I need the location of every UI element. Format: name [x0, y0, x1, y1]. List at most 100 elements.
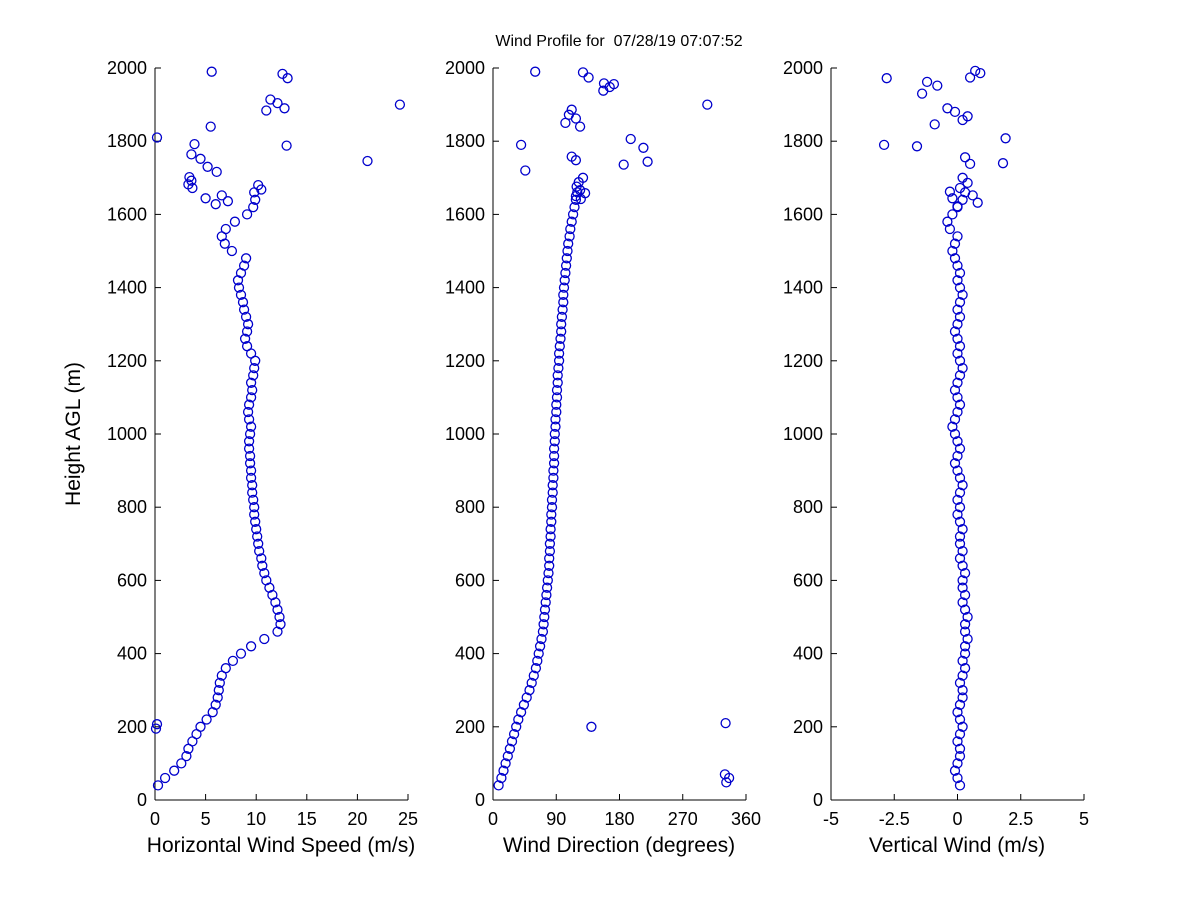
data-point	[954, 311, 966, 323]
data-point	[220, 223, 231, 235]
data-point	[949, 238, 961, 249]
data-point	[1000, 133, 1011, 144]
data-point	[947, 193, 958, 204]
panel-wind-direction: 0 200 400 600 800 1000 1200 1400 1600 1800 2000 0 90…	[445, 58, 761, 829]
x-tick-label: 5	[201, 809, 211, 829]
data-point	[557, 304, 568, 315]
data-point	[949, 253, 961, 264]
data-point	[959, 626, 971, 637]
data-point	[952, 392, 963, 403]
y-tick-label: 1000	[445, 424, 485, 444]
x-tick-label: 270	[668, 809, 698, 829]
data-point	[210, 199, 221, 210]
figure-title: Wind Profile for 07/28/19 07:07:52	[495, 33, 743, 50]
data-point	[245, 641, 257, 652]
data-point	[152, 780, 164, 791]
data-point	[248, 494, 259, 506]
data-point	[394, 99, 406, 110]
panel-horizontal-wind-speed: 0 200 400 600 800 1000 1200 1400 1600 1800 2000 0 5 1…	[107, 58, 418, 829]
data-point	[959, 567, 971, 579]
data-point	[251, 524, 262, 535]
data-point	[544, 538, 556, 549]
data-point	[957, 655, 968, 667]
x-tick-label: 90	[546, 809, 566, 829]
data-point	[957, 560, 968, 571]
data-point	[238, 260, 250, 271]
data-point	[959, 152, 971, 163]
data-point	[964, 72, 976, 83]
y-tick-label: 200	[117, 717, 147, 737]
data-point	[496, 772, 507, 784]
data-point	[558, 297, 569, 308]
y-tick-label: 0	[813, 790, 823, 810]
data-point	[553, 355, 565, 366]
data-point	[957, 721, 968, 732]
y-tick-label: 1200	[445, 351, 485, 371]
data-point	[546, 494, 558, 506]
y-tick-label: 200	[793, 717, 823, 737]
data-point	[970, 65, 981, 77]
data-point	[249, 502, 260, 513]
data-point	[954, 502, 966, 513]
data-point	[249, 509, 260, 520]
data-point	[959, 648, 971, 659]
data-point	[205, 121, 216, 132]
data-point	[952, 260, 963, 271]
data-point	[543, 567, 554, 579]
data-point	[957, 172, 968, 183]
data-point	[551, 392, 563, 403]
data-point	[642, 156, 653, 167]
data-point	[281, 140, 292, 151]
x-tick-label: 5	[1079, 809, 1089, 829]
data-point	[257, 560, 268, 571]
x-axis-label-horizontal-wind-speed: Horizontal Wind Speed (m/s)	[146, 834, 416, 857]
data-point	[954, 677, 966, 689]
y-tick-label: 1600	[445, 204, 485, 224]
data-point	[952, 494, 963, 506]
data-point	[241, 341, 253, 352]
data-point	[201, 714, 212, 725]
data-point	[556, 319, 567, 330]
data-point	[564, 231, 575, 242]
data-point	[544, 553, 555, 564]
data-point	[957, 545, 968, 557]
data-point	[566, 104, 577, 115]
data-point	[548, 443, 560, 454]
data-point	[239, 333, 251, 344]
data-point	[954, 355, 966, 366]
data-point	[245, 465, 257, 476]
data-point	[247, 487, 258, 498]
data-point	[243, 443, 255, 454]
data-point	[550, 421, 561, 432]
data-point	[957, 362, 968, 374]
y-tick-label: 1000	[783, 424, 823, 444]
data-point	[513, 714, 524, 725]
data-point	[952, 319, 963, 330]
y-tick-label: 800	[793, 497, 823, 517]
y-tick-label: 800	[117, 497, 147, 517]
data-point	[552, 370, 563, 381]
data-point	[562, 245, 573, 257]
data-point	[244, 428, 256, 440]
data-point	[952, 772, 963, 784]
data-point	[242, 406, 254, 418]
data-point	[524, 685, 535, 696]
data-point	[957, 692, 968, 703]
data-point	[259, 633, 270, 645]
data-point	[256, 553, 267, 564]
data-point	[181, 750, 192, 762]
data-point	[151, 719, 163, 730]
data-point	[511, 721, 522, 732]
data-point	[506, 736, 518, 747]
y-tick-label: 1200	[783, 351, 823, 371]
data-point	[563, 238, 574, 249]
data-point	[952, 450, 963, 462]
data-point	[245, 472, 257, 484]
data-point	[952, 736, 963, 747]
data-point	[508, 728, 520, 740]
data-point	[538, 619, 549, 630]
data-point	[275, 619, 286, 630]
data-point	[256, 184, 267, 195]
data-point	[944, 186, 956, 197]
